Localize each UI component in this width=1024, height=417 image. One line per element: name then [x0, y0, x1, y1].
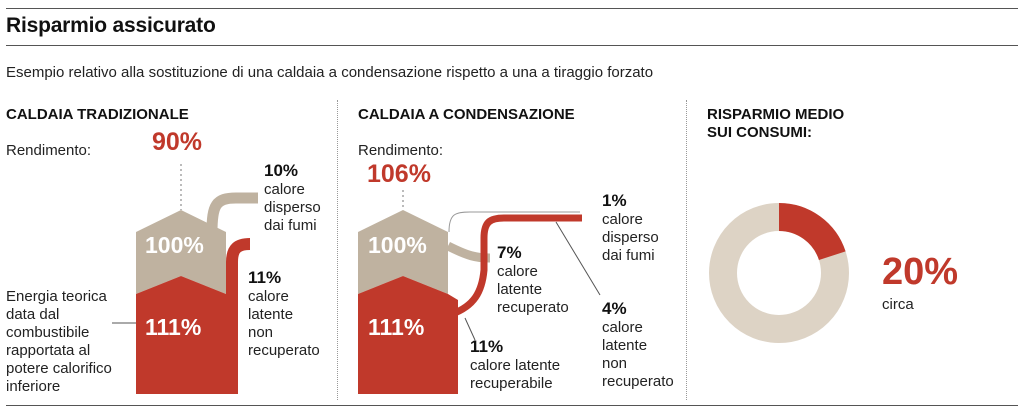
cond-recoverable-line: recuperabile: [470, 375, 553, 392]
trad-latent-loss-line: recuperato: [248, 342, 320, 359]
cond-flue-loss-text: 1% calore disperso dai fumi: [602, 192, 659, 265]
savings-value: 20%: [882, 251, 959, 293]
trad-block-100: [136, 210, 226, 294]
title-rule: [6, 45, 1018, 46]
cond-block-111: [358, 276, 458, 394]
trad-flue-loss-line: dai fumi: [264, 217, 317, 234]
divider-1: [337, 100, 338, 400]
cond-latent-loss-line: non: [602, 355, 628, 372]
trad-energy-line: combustibile: [6, 324, 90, 341]
trad-energy-line: rapportata al: [6, 342, 91, 359]
cond-recovered-line: latente: [497, 281, 543, 298]
savings-ring-arc: [778, 203, 846, 261]
page-title: Risparmio assicurato: [6, 14, 216, 37]
cond-block-100-label: 100%: [368, 232, 427, 258]
cond-latent-loss-pct: 4%: [602, 299, 627, 318]
trad-block-100-label: 100%: [145, 232, 204, 258]
trad-latent-loss-line: latente: [248, 306, 294, 323]
traditional-heading: CALDAIA TRADIZIONALE: [6, 106, 189, 123]
savings-heading-line1: RISPARMIO MEDIO: [707, 106, 845, 123]
trad-latent-loss-text: 11% calore latente non recuperato: [248, 269, 320, 360]
trad-flue-loss-text: 10% calore disperso dai fumi: [264, 162, 321, 235]
cond-bracket-line: [448, 211, 580, 233]
condensing-heading: CALDAIA A CONDENSAZIONE: [358, 106, 575, 123]
cond-latent-loss-text: 4% calore latente non recuperato: [602, 300, 674, 391]
bottom-rule: [6, 405, 1018, 406]
savings-note: circa: [882, 296, 914, 313]
cond-recoverable-line: calore latente: [470, 357, 561, 374]
cond-flue-loss-line: calore: [602, 211, 643, 228]
trad-energy-text: Energia teorica data dal combustibile ra…: [6, 288, 112, 396]
cond-recoverable-pct: 11%: [470, 337, 504, 356]
cond-latent-loss-line: calore: [602, 319, 643, 336]
cond-recovered-line: recuperato: [497, 299, 569, 316]
trad-latent-loss-line: calore: [248, 288, 289, 305]
cond-recovered-line: calore: [497, 263, 538, 280]
cond-recoverable-text: 11% calore latente recuperabile: [470, 338, 560, 393]
divider-2: [686, 100, 687, 400]
cond-latent-loss-line: latente: [602, 337, 648, 354]
cond-flue-loss-line: disperso: [602, 229, 659, 246]
savings-heading: RISPARMIO MEDIO SUI CONSUMI:: [707, 106, 844, 142]
trad-rendimento-value: 90%: [152, 128, 203, 156]
trad-flue-loss-line: disperso: [264, 199, 321, 216]
cond-latent-loss-pointer: [555, 221, 601, 296]
cond-latent-loss-line: recuperato: [602, 373, 674, 390]
trad-latent-loss-line: non: [248, 324, 274, 341]
trad-block-111: [136, 276, 238, 394]
trad-energy-line: Energia teorica: [6, 288, 107, 305]
trad-energy-line: inferiore: [6, 378, 61, 395]
cond-block-111-label: 111%: [368, 314, 425, 340]
trad-energy-line: potere calorifico: [6, 360, 112, 377]
cond-rendimento-value: 106%: [367, 160, 431, 188]
trad-latent-loss-flow: [226, 238, 251, 300]
cond-recoverable-flow: [450, 214, 582, 318]
trad-flue-loss-line: calore: [264, 181, 305, 198]
trad-rendimento-label: Rendimento:: [6, 142, 92, 159]
cond-recoverable-pointer: [464, 317, 476, 341]
trad-energy-line: data dal: [6, 306, 60, 323]
subtitle: Esempio relativo alla sostituzione di un…: [6, 64, 654, 81]
savings-heading-line2: SUI CONSUMI:: [707, 124, 812, 141]
cond-recovered-pct: 7%: [497, 243, 522, 262]
cond-recovered-text: 7% calore latente recuperato: [497, 244, 569, 317]
cond-block-100: [358, 210, 448, 294]
trad-latent-loss-pct: 11%: [248, 268, 282, 287]
trad-block-111-label: 111%: [145, 314, 202, 340]
cond-flue-loss-pct: 1%: [602, 191, 627, 210]
top-rule: [6, 8, 1018, 9]
cond-rendimento-label: Rendimento:: [358, 142, 444, 159]
cond-flue-loss-line: dai fumi: [602, 247, 655, 264]
trad-flue-loss-pct: 10%: [264, 161, 299, 180]
trad-flue-loss-flow: [206, 192, 258, 233]
